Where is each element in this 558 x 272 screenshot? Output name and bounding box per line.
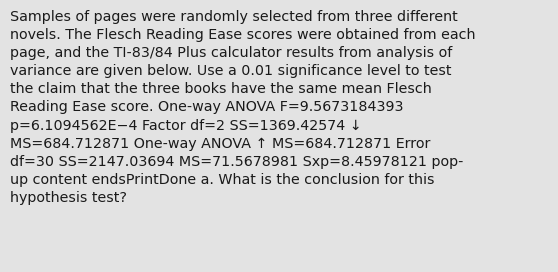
Text: Samples of pages were randomly selected from three different
novels. The Flesch : Samples of pages were randomly selected … <box>10 10 475 205</box>
